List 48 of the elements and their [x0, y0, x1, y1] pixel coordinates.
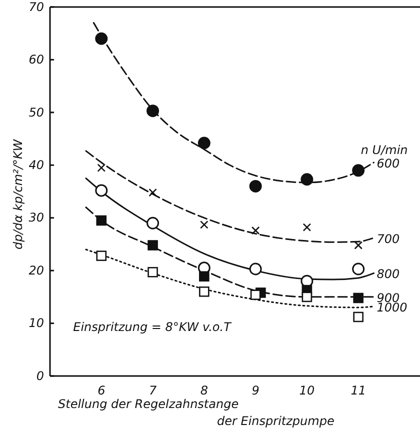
point	[148, 240, 158, 250]
point	[300, 173, 314, 186]
series-label: 700	[376, 232, 400, 246]
point	[146, 104, 160, 118]
point	[148, 267, 158, 278]
point	[146, 216, 160, 230]
point	[302, 223, 312, 232]
point	[95, 32, 108, 45]
point	[96, 250, 107, 261]
x-tick-label: 6	[98, 384, 106, 398]
x-axis-title: Stellung der Regelzahnstange der Einspritzpumpe	[58, 397, 334, 428]
point	[250, 290, 261, 300]
point	[353, 292, 364, 304]
point	[302, 292, 312, 302]
annotation: Einspritzung = 8°KW v.o.T	[73, 320, 233, 334]
point	[352, 164, 365, 177]
point	[148, 188, 157, 197]
point	[251, 226, 260, 235]
y-tick-label: 10	[28, 316, 44, 330]
point	[199, 271, 210, 282]
point	[200, 220, 208, 229]
point	[249, 262, 262, 276]
y-tick-label: 30	[28, 210, 44, 225]
point	[199, 286, 210, 297]
x-tick-label: 9	[252, 384, 260, 398]
series-label: 600	[376, 156, 400, 171]
point	[198, 136, 210, 150]
y-tick-label: 60	[28, 52, 44, 67]
y-tick-label: 40	[28, 158, 44, 172]
annotation: n U/min	[360, 143, 408, 157]
y-axis-title: dp/dα kp/cm²/°KW	[11, 138, 25, 250]
point	[354, 241, 362, 250]
point	[353, 312, 364, 322]
y-tick-label: 70	[28, 0, 44, 14]
y-tick-label: 0	[36, 368, 44, 383]
x-tick-label: 11	[350, 384, 366, 398]
point	[352, 262, 365, 276]
point	[95, 184, 108, 197]
series-label: 800	[376, 267, 400, 282]
y-tick-label: 50	[28, 105, 44, 120]
y-tick-label: 20	[28, 263, 44, 278]
line-series	[85, 248, 374, 308]
point	[249, 180, 262, 192]
point	[97, 164, 106, 172]
x-tick-label: 7	[148, 384, 157, 398]
x-tick-label: 10	[299, 384, 315, 398]
x-tick-label: 8	[200, 384, 208, 398]
point	[96, 215, 107, 226]
